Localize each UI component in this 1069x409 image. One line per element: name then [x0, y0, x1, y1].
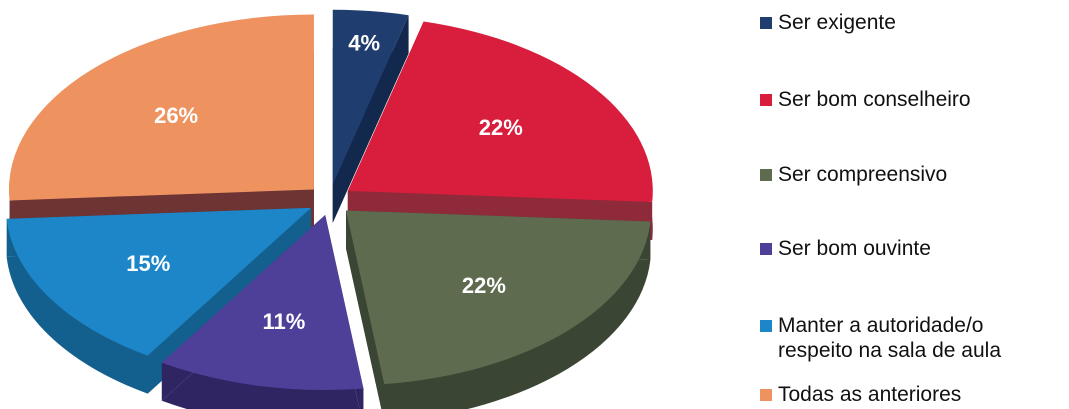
data-label-ser-bom-ouvinte: 11%	[263, 309, 306, 334]
legend-swatch	[760, 389, 772, 401]
legend-item-ser-bom-ouvinte: Ser bom ouvinte	[760, 236, 931, 261]
data-label-manter-a-autoridade-o-respeito-na-sala-de-aula: 15%	[126, 251, 170, 276]
pie-slice-ser-bom-conselheiro	[347, 21, 653, 202]
legend-item-todas-as-anteriores: Todas as anteriores	[760, 382, 961, 407]
legend-label: Manter a autoridade/o respeito na sala d…	[778, 314, 1001, 362]
legend-label: Ser exigente	[778, 11, 896, 34]
legend-label: Ser compreensivo	[778, 163, 948, 186]
pie-slice-todas-as-anteriores	[8, 14, 314, 201]
legend: Ser exigente Ser bom conselheiro Ser com…	[760, 0, 1065, 409]
legend-item-ser-bom-conselheiro: Ser bom conselheiro	[760, 87, 971, 112]
pie-slice-ser-bom-ouvinte	[161, 215, 364, 391]
legend-swatch	[760, 17, 772, 29]
legend-swatch	[760, 94, 772, 106]
legend-item-manter-autoridade: Manter a autoridade/o respeito na sala d…	[760, 313, 1060, 363]
legend-item-ser-exigente: Ser exigente	[760, 10, 896, 35]
data-label-ser-compreensivo: 22%	[462, 273, 506, 298]
pie-slice-ser-exigente	[332, 9, 409, 185]
legend-swatch	[760, 243, 772, 255]
pie-slices	[6, 9, 653, 391]
legend-label: Todas as anteriores	[778, 383, 962, 406]
pie-data-labels: 4% 22% 22% 11% 15% 26%	[126, 30, 523, 334]
legend-item-ser-compreensivo: Ser compreensivo	[760, 162, 947, 187]
legend-label: Ser bom conselheiro	[778, 88, 971, 111]
pie-slice-manter-a-autoridade-o-respeito-na-sala-de-aula	[6, 207, 312, 356]
data-label-ser-exigente: 4%	[348, 30, 380, 55]
data-label-todas-as-anteriores: 26%	[154, 103, 198, 128]
pie-wall-ser-exigente-1	[332, 15, 409, 223]
data-label-ser-bom-conselheiro: 22%	[479, 115, 523, 140]
pie-slice-ser-compreensivo	[346, 210, 651, 385]
legend-swatch	[760, 320, 772, 332]
legend-swatch	[760, 169, 772, 181]
legend-label: Ser bom ouvinte	[778, 237, 931, 260]
pie-wall-ser-compreensivo-1	[346, 210, 385, 409]
